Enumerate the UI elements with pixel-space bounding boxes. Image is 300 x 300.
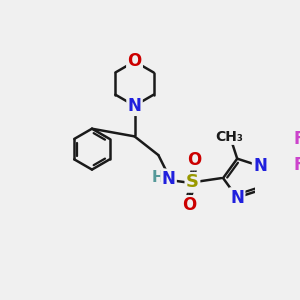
Text: H: H bbox=[152, 170, 165, 185]
Text: CH₃: CH₃ bbox=[215, 130, 243, 144]
Text: O: O bbox=[128, 52, 142, 70]
Text: S: S bbox=[186, 173, 199, 191]
Text: F: F bbox=[294, 130, 300, 148]
Text: N: N bbox=[230, 188, 244, 206]
Text: N: N bbox=[253, 157, 267, 175]
Text: O: O bbox=[182, 196, 196, 214]
Text: N: N bbox=[128, 97, 142, 115]
Text: N: N bbox=[162, 170, 176, 188]
Text: F: F bbox=[294, 156, 300, 174]
Text: O: O bbox=[187, 151, 201, 169]
